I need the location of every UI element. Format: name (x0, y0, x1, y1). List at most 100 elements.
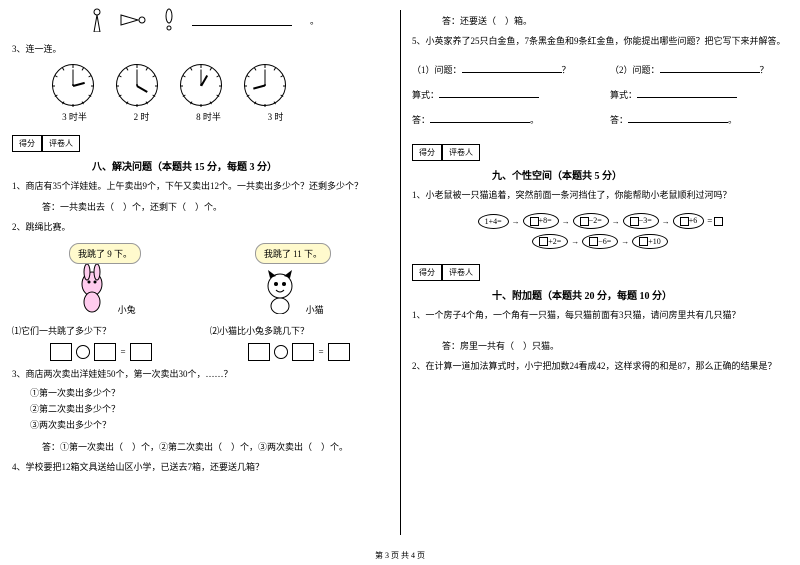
clock-1 (52, 64, 94, 106)
rabbit-icon (70, 264, 115, 314)
clock-2 (116, 64, 158, 106)
chain-op[interactable]: +2= (532, 234, 568, 250)
q8-5: 5、小英家养了25只白金鱼，7条黑金鱼和9条红金鱼，你能提出哪些问题？把它写下来… (412, 34, 788, 48)
cat-group: 我跳了 11 下。 小猫 (255, 243, 331, 316)
q8-3-ans: 答：①第一次卖出（ ）个，②第二次卖出（ ）个，③两次卖出（ ）个。 (42, 440, 388, 454)
shape-exclaim-icon (164, 8, 174, 32)
shape-triangle-circle-icon (120, 14, 146, 26)
q8-2-sub2: ⑵小猫比小兔多跳几下？ (210, 324, 388, 337)
clock-label-row: 3 时半 2 时 8 时半 3 时 (52, 110, 388, 123)
q3-label: 3、连一连。 (12, 42, 388, 56)
clock-3 (180, 64, 222, 106)
blank[interactable] (637, 86, 737, 98)
chain-result[interactable] (714, 217, 723, 226)
q8-5-p2-label: （2）问题：？ (610, 61, 788, 76)
clock-row (52, 64, 388, 106)
chain-equals: = (707, 216, 712, 226)
blank[interactable] (628, 111, 728, 123)
clock-4 (244, 64, 286, 106)
op-circle[interactable] (76, 345, 90, 359)
q8-4: 4、学校要把12箱文具送给山区小学，已送去7箱，还要送几箱？ (12, 460, 388, 474)
cat-icon (258, 264, 303, 314)
q8-1-ans: 答：一共卖出去（ ）个，还剩下（ ）个。 (42, 200, 388, 214)
blank[interactable] (439, 86, 539, 98)
q8-3: 3、商店两次卖出洋娃娃50个，第一次卖出30个，……？ (12, 367, 388, 381)
equals: = (318, 347, 323, 357)
arrow-icon: → (512, 217, 520, 226)
q10-2: 2、在计算一道加法算式时，小宁把加数24看成42，这样求得的和是87，那么正确的… (412, 359, 788, 373)
arrow-icon: → (662, 217, 670, 226)
score-label: 得分 (412, 264, 442, 281)
score-label: 得分 (412, 144, 442, 161)
grader-label: 评卷人 (442, 264, 480, 281)
op-circle[interactable] (274, 345, 288, 359)
rabbit-label: 小兔 (118, 303, 136, 316)
left-column: 。 3、连一连。 3 时半 2 时 8 时半 3 时 得分 评卷人 (0, 0, 400, 540)
answer-box[interactable] (248, 343, 270, 361)
clock-label: 3 时 (253, 110, 298, 123)
answer-box[interactable] (50, 343, 72, 361)
answer-box[interactable] (94, 343, 116, 361)
q8-5-problems: （1）问题：？ 算式： 答：。 （2）问题：？ 算式： 答：。 (412, 61, 788, 126)
answer-box[interactable] (292, 343, 314, 361)
eq-row: = (12, 343, 190, 361)
chain-op[interactable]: +8= (523, 213, 559, 229)
right-column: 答：还要送（ ）箱。 5、小英家养了25只白金鱼，7条黑金鱼和9条红金鱼，你能提… (400, 0, 800, 540)
q8-3c: ③两次卖出多少个？ (30, 417, 388, 433)
blank[interactable] (660, 61, 760, 73)
q8-5-p1-label: （1）问题：？ (412, 61, 590, 76)
score-box: 得分 评卷人 (412, 264, 788, 281)
blank[interactable] (462, 61, 562, 73)
chain-op[interactable]: −2= (573, 213, 609, 229)
chain-op[interactable]: −6= (582, 234, 618, 250)
clock-label: 8 时半 (186, 110, 231, 123)
period: 。 (310, 14, 319, 27)
answer-box[interactable] (328, 343, 350, 361)
equals: = (120, 347, 125, 357)
clock-label: 2 时 (119, 110, 164, 123)
q10-1-ans: 答：房里一共有（ ）只猫。 (442, 339, 788, 353)
arrow-icon: → (562, 217, 570, 226)
chain-op[interactable]: +6 (673, 213, 705, 229)
chain-op[interactable]: −3= (623, 213, 659, 229)
clock-label: 3 时半 (52, 110, 97, 123)
q8-5-eq1: 算式： (412, 86, 590, 101)
q8-2: 2、跳绳比赛。 (12, 220, 388, 234)
shape-blank (192, 14, 292, 26)
q8-2-sub1: ⑴它们一共跳了多少下？ (12, 324, 190, 337)
blank[interactable] (430, 111, 530, 123)
section-8-title: 八、解决问题（本题共 15 分，每题 3 分） (92, 158, 388, 173)
score-label: 得分 (12, 135, 42, 152)
section-9-title: 九、个性空间（本题共 5 分） (492, 167, 788, 182)
q8-5-ans1: 答：。 (412, 111, 590, 126)
cat-bubble: 我跳了 11 下。 (255, 243, 331, 264)
grader-label: 评卷人 (42, 135, 80, 152)
q10-1: 1、一个房子4个角，一个角有一只猫，每只猫前面有3只猫，请问房里共有几只猫？ (412, 308, 788, 322)
shape-pin-icon (92, 8, 102, 32)
arrow-icon: → (621, 237, 629, 246)
q8-5-ans2: 答：。 (610, 111, 788, 126)
rabbit-group: 我跳了 9 下。 小兔 (69, 243, 141, 316)
score-box: 得分 评卷人 (12, 135, 388, 152)
rabbit-bubble: 我跳了 9 下。 (69, 243, 141, 264)
section-10-title: 十、附加题（本题共 20 分，每题 10 分） (492, 287, 788, 302)
q8-4-ans: 答：还要送（ ）箱。 (442, 14, 788, 28)
q8-2-subs: ⑴它们一共跳了多少下？ = ⑵小猫比小兔多跳几下？ = (12, 324, 388, 361)
q8-3a: ①第一次卖出多少个？ (30, 385, 388, 401)
arrow-icon: → (612, 217, 620, 226)
chain-op[interactable]: +10 (632, 234, 668, 250)
q9-1: 1、小老鼠被一只猫追着，突然前面一条河挡住了，你能帮助小老鼠顺利过河吗？ (412, 188, 788, 202)
jump-scene: 我跳了 9 下。 小兔 我跳了 11 下。 小猫 (12, 243, 388, 316)
answer-box[interactable] (130, 343, 152, 361)
shape-row: 。 (92, 8, 388, 32)
q8-1: 1、商店有35个洋娃娃。上午卖出9个，下午又卖出12个。一共卖出多少个？还剩多少… (12, 179, 388, 193)
page-footer: 第 3 页 共 4 页 (0, 550, 800, 561)
grader-label: 评卷人 (442, 144, 480, 161)
arrow-icon: → (571, 237, 579, 246)
q8-3b: ②第二次卖出多少个？ (30, 401, 388, 417)
q8-5-eq2: 算式： (610, 86, 788, 101)
eq-row: = (210, 343, 388, 361)
number-chain: 1+4=→ +8=→ −2=→ −3=→ +6 = +2=→ −6=→ +10 (412, 212, 788, 250)
score-box: 得分 评卷人 (412, 144, 788, 161)
cat-label: 小猫 (306, 303, 324, 316)
